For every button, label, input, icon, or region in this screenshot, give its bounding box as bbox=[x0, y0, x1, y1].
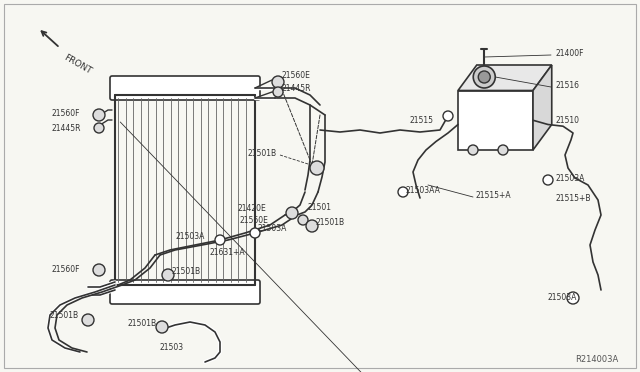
Polygon shape bbox=[533, 65, 552, 150]
Text: R214003A: R214003A bbox=[575, 356, 618, 365]
Circle shape bbox=[273, 87, 283, 97]
Text: 21560F: 21560F bbox=[52, 266, 81, 275]
Circle shape bbox=[215, 235, 225, 245]
Text: 21503AA: 21503AA bbox=[406, 186, 441, 195]
Circle shape bbox=[93, 109, 105, 121]
Circle shape bbox=[250, 228, 260, 238]
Circle shape bbox=[93, 264, 105, 276]
Circle shape bbox=[156, 321, 168, 333]
Text: 21445R: 21445R bbox=[282, 83, 312, 93]
Circle shape bbox=[478, 71, 490, 83]
Circle shape bbox=[468, 145, 478, 155]
Text: 21503A: 21503A bbox=[175, 231, 204, 241]
Circle shape bbox=[82, 314, 94, 326]
Text: 21400F: 21400F bbox=[555, 48, 584, 58]
Circle shape bbox=[498, 145, 508, 155]
Circle shape bbox=[162, 269, 174, 281]
Text: 21503A: 21503A bbox=[548, 294, 577, 302]
Text: 21560F: 21560F bbox=[52, 109, 81, 118]
Text: 21501: 21501 bbox=[307, 202, 331, 212]
Text: 21501B: 21501B bbox=[315, 218, 344, 227]
Text: 21515: 21515 bbox=[410, 115, 434, 125]
Circle shape bbox=[286, 207, 298, 219]
Text: 21503A: 21503A bbox=[555, 173, 584, 183]
Circle shape bbox=[272, 76, 284, 88]
Circle shape bbox=[298, 215, 308, 225]
Text: 21445R: 21445R bbox=[52, 124, 81, 132]
Circle shape bbox=[443, 111, 453, 121]
Circle shape bbox=[398, 187, 408, 197]
Text: 21501B: 21501B bbox=[50, 311, 79, 321]
Polygon shape bbox=[458, 65, 552, 90]
Text: 21510: 21510 bbox=[555, 115, 579, 125]
Text: 21503A: 21503A bbox=[257, 224, 286, 232]
Text: 21560E: 21560E bbox=[282, 71, 311, 80]
Circle shape bbox=[306, 220, 318, 232]
Circle shape bbox=[94, 123, 104, 133]
Polygon shape bbox=[458, 90, 533, 150]
Circle shape bbox=[473, 66, 495, 88]
Text: 21420E: 21420E bbox=[238, 203, 267, 212]
Circle shape bbox=[543, 175, 553, 185]
Text: 21631+A: 21631+A bbox=[210, 247, 246, 257]
Text: 21503: 21503 bbox=[160, 343, 184, 353]
Text: 21501B: 21501B bbox=[172, 267, 201, 276]
Text: 21501B: 21501B bbox=[128, 320, 157, 328]
Text: 21515+A: 21515+A bbox=[476, 190, 511, 199]
Text: 21560E: 21560E bbox=[240, 215, 269, 224]
Text: 21516: 21516 bbox=[555, 80, 579, 90]
Text: 21515+B: 21515+B bbox=[555, 193, 591, 202]
Text: 21501B: 21501B bbox=[248, 148, 277, 157]
FancyBboxPatch shape bbox=[110, 76, 260, 100]
FancyBboxPatch shape bbox=[110, 280, 260, 304]
Circle shape bbox=[567, 292, 579, 304]
Circle shape bbox=[310, 161, 324, 175]
Text: FRONT: FRONT bbox=[62, 53, 93, 76]
